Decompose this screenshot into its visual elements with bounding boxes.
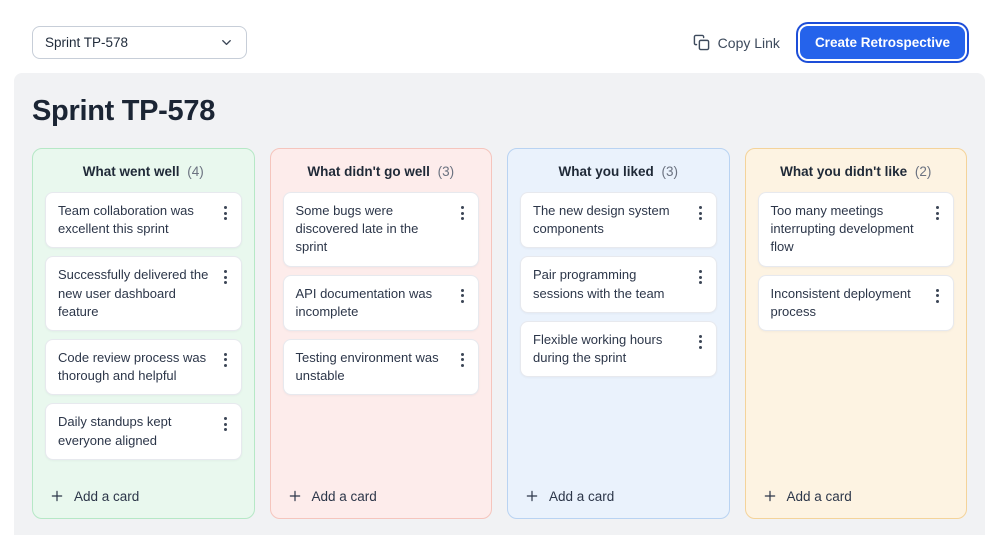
board: What went well (4) Team collaboration wa… <box>32 148 967 519</box>
card-text: API documentation was incomplete <box>295 285 433 319</box>
column-count: (2) <box>911 164 932 179</box>
add-card-button[interactable]: Add a card <box>758 482 955 506</box>
kebab-icon <box>461 288 464 303</box>
kebab-icon <box>223 206 227 220</box>
column-title: What you liked <box>558 164 654 179</box>
kebab-icon <box>698 270 702 285</box>
column-header: What you liked (3) <box>520 161 717 179</box>
card-text: Too many meetings interrupting developme… <box>770 203 914 255</box>
chevron-down-icon <box>219 35 234 50</box>
retro-column: What you didn't like (2) Too many meetin… <box>744 148 967 519</box>
card-list: Team collaboration was excellent this sp… <box>45 192 242 460</box>
create-retrospective-button[interactable]: Create Retrospective <box>799 26 965 59</box>
retro-card[interactable]: Code review process was thorough and hel… <box>45 338 242 396</box>
plus-icon <box>762 488 778 504</box>
retro-column: What went well (4) Team collaboration wa… <box>32 148 255 519</box>
kebab-icon <box>461 206 464 220</box>
kebab-icon <box>461 352 464 367</box>
retro-card[interactable]: Flexible working hours during the sprint <box>520 320 717 378</box>
card-text: The new design system components <box>533 203 670 237</box>
card-text: Testing environment was unstable <box>295 349 439 384</box>
add-card-button[interactable]: Add a card <box>520 482 717 506</box>
sprint-selector[interactable]: Sprint TP-578 <box>32 26 247 59</box>
column-header: What went well (4) <box>45 161 242 179</box>
retro-card[interactable]: Pair programming sessions with the team <box>520 256 717 313</box>
add-card-label: Add a card <box>786 488 852 504</box>
add-card-button[interactable]: Add a card <box>45 482 242 506</box>
sprint-selector-value: Sprint TP-578 <box>45 35 129 50</box>
column-header: What you didn't like (2) <box>758 161 955 179</box>
column-header: What didn't go well (3) <box>283 161 480 179</box>
retrospective-panel: Sprint TP-578 What went well (4) Team co… <box>14 73 985 535</box>
card-list: The new design system components Pair pr… <box>520 192 717 378</box>
column-title: What didn't go well <box>307 164 430 179</box>
retro-card[interactable]: Successfully delivered the new user dash… <box>45 256 242 331</box>
retro-card[interactable]: API documentation was incomplete <box>282 274 479 331</box>
retro-card[interactable]: Inconsistent deployment process <box>757 274 954 331</box>
add-card-label: Add a card <box>549 488 615 504</box>
copy-link-label: Copy Link <box>717 34 780 51</box>
kebab-icon <box>223 417 227 432</box>
card-menu-button[interactable] <box>695 202 706 228</box>
copy-icon <box>693 34 710 51</box>
copy-link-button[interactable]: Copy Link <box>693 34 780 51</box>
card-menu-button[interactable] <box>695 266 706 292</box>
card-menu-button[interactable] <box>220 413 231 439</box>
card-text: Some bugs were discovered late in the sp… <box>295 203 419 255</box>
card-menu-button[interactable] <box>932 285 943 311</box>
retro-card[interactable]: The new design system components <box>520 192 717 249</box>
kebab-icon <box>936 288 939 303</box>
column-count: (4) <box>183 164 204 179</box>
kebab-icon <box>223 270 227 285</box>
card-text: Successfully delivered the new user dash… <box>58 267 209 319</box>
card-text: Flexible working hours during the sprint <box>533 331 663 365</box>
kebab-icon <box>698 206 702 220</box>
card-list: Some bugs were discovered late in the sp… <box>282 192 479 396</box>
card-menu-button[interactable] <box>220 266 231 292</box>
plus-icon <box>287 488 303 504</box>
kebab-icon <box>936 206 939 220</box>
column-title: What you didn't like <box>780 164 908 179</box>
plus-icon <box>49 488 65 504</box>
card-text: Code review process was thorough and hel… <box>58 349 207 384</box>
page-title: Sprint TP-578 <box>32 95 216 127</box>
retro-card[interactable]: Testing environment was unstable <box>282 338 479 396</box>
kebab-icon <box>223 352 227 367</box>
retro-card[interactable]: Too many meetings interrupting developme… <box>757 192 954 267</box>
kebab-icon <box>698 334 702 349</box>
topbar-actions: Copy Link Create Retrospective <box>693 26 969 59</box>
column-count: (3) <box>433 164 455 179</box>
column-count: (3) <box>657 164 679 179</box>
retro-card[interactable]: Team collaboration was excellent this sp… <box>45 192 242 249</box>
retro-card[interactable]: Some bugs were discovered late in the sp… <box>282 192 479 267</box>
card-text: Pair programming sessions with the team <box>533 267 665 301</box>
plus-icon <box>524 488 540 504</box>
card-menu-button[interactable] <box>457 285 468 311</box>
card-text: Inconsistent deployment process <box>770 285 911 319</box>
card-text: Daily standups kept everyone aligned <box>58 414 172 448</box>
card-menu-button[interactable] <box>695 331 706 357</box>
card-menu-button[interactable] <box>220 202 231 228</box>
column-title: What went well <box>82 164 180 179</box>
card-list: Too many meetings interrupting developme… <box>757 192 954 331</box>
card-menu-button[interactable] <box>457 349 468 375</box>
card-menu-button[interactable] <box>220 349 231 375</box>
add-card-label: Add a card <box>74 488 140 504</box>
add-card-label: Add a card <box>311 488 377 504</box>
retro-column: What you liked (3) The new design system… <box>507 148 730 519</box>
add-card-button[interactable]: Add a card <box>283 482 480 506</box>
card-menu-button[interactable] <box>457 202 468 228</box>
retro-column: What didn't go well (3) Some bugs were d… <box>269 148 492 519</box>
card-text: Team collaboration was excellent this sp… <box>58 203 194 237</box>
topbar: Sprint TP-578 Copy Link Create Retrospec… <box>0 0 999 73</box>
card-menu-button[interactable] <box>932 202 943 228</box>
retro-card[interactable]: Daily standups kept everyone aligned <box>45 403 242 460</box>
